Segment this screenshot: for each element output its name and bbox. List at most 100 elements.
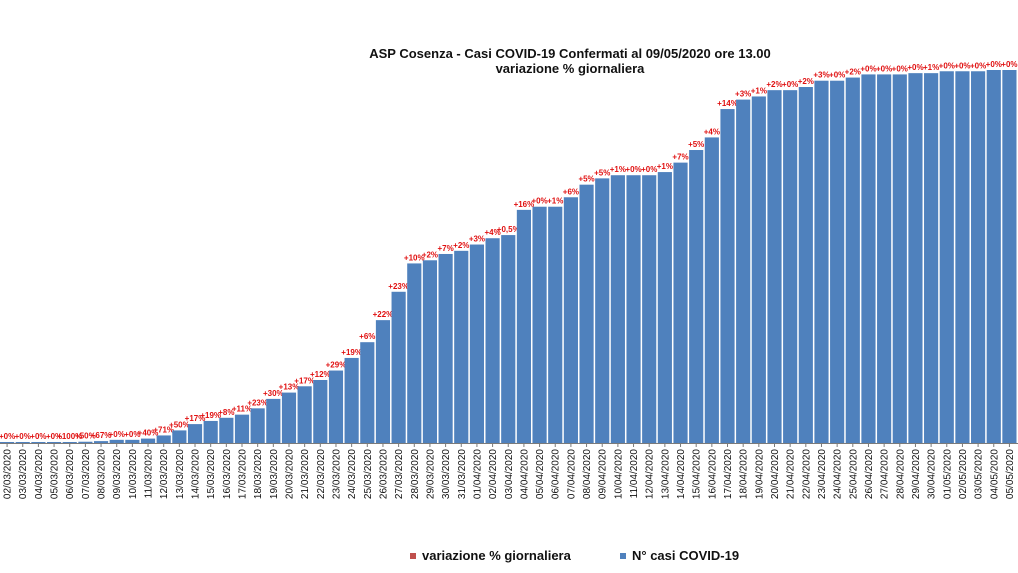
pct-label-03/05/2020: +0% [970, 61, 986, 70]
bar-18/04/2020 [736, 99, 751, 444]
x-tick-label-31/03/2020: 31/03/2020 [457, 449, 468, 499]
x-tick-label-06/04/2020: 06/04/2020 [551, 449, 562, 499]
bar-20/03/2020 [281, 392, 297, 443]
bar-16/04/2020 [704, 137, 719, 444]
bar-06/03/2020 [62, 442, 77, 443]
pct-label-27/04/2020: +0% [876, 64, 892, 73]
pct-label-22/04/2020: +2% [798, 77, 814, 86]
legend-swatch-cases [620, 552, 626, 559]
pct-label-05/05/2020: +0% [1001, 60, 1017, 69]
bar-29/04/2020 [908, 73, 923, 444]
pct-label-30/04/2020: +1% [923, 63, 939, 72]
pct-label-23/04/2020: +3% [813, 71, 829, 80]
x-tick-label-30/03/2020: 30/03/2020 [441, 449, 452, 499]
x-tick-label-21/03/2020: 21/03/2020 [300, 449, 311, 499]
pct-label-11/04/2020: +0% [625, 165, 641, 174]
x-tick-label-03/05/2020: 03/05/2020 [974, 449, 985, 499]
x-tick-label-02/03/2020: 02/03/2020 [3, 449, 14, 499]
bar-04/04/2020 [516, 209, 531, 444]
pct-label-16/04/2020: +4% [704, 127, 720, 136]
pct-label-18/04/2020: +3% [735, 90, 751, 99]
pct-label-24/04/2020: +0% [829, 71, 845, 80]
bar-02/05/2020 [955, 71, 970, 443]
pct-label-27/03/2020: +23% [388, 282, 409, 291]
x-tick-label-23/03/2020: 23/03/2020 [331, 449, 342, 499]
bar-06/04/2020 [548, 206, 563, 443]
x-tick-label-17/04/2020: 17/04/2020 [723, 449, 734, 499]
x-tick-label-15/03/2020: 15/03/2020 [206, 449, 217, 499]
x-tick-label-14/04/2020: 14/04/2020 [676, 449, 687, 499]
bar-02/03/2020 [0, 442, 15, 443]
bar-04/03/2020 [31, 442, 46, 443]
pct-label-13/03/2020: +50% [169, 420, 190, 429]
bar-07/04/2020 [563, 197, 578, 443]
x-tick-label-27/04/2020: 27/04/2020 [880, 449, 891, 499]
pct-label-18/03/2020: +23% [247, 398, 268, 407]
bar-24/04/2020 [830, 80, 845, 444]
pct-label-07/03/2020: +50% [75, 432, 96, 441]
bar-27/03/2020 [391, 291, 406, 443]
x-tick-label-05/05/2020: 05/05/2020 [1005, 449, 1016, 499]
x-tick-label-20/03/2020: 20/03/2020 [284, 449, 295, 499]
x-tick-label-27/03/2020: 27/03/2020 [394, 449, 405, 499]
x-tick-label-30/04/2020: 30/04/2020 [927, 449, 938, 499]
pct-label-17/03/2020: +11% [232, 405, 252, 414]
bar-15/04/2020 [689, 150, 704, 443]
bar-03/03/2020 [15, 442, 30, 443]
bar-28/03/2020 [407, 263, 422, 443]
pct-label-06/04/2020: +1% [547, 197, 563, 206]
bar-05/05/2020 [1002, 70, 1017, 443]
x-tick-label-08/04/2020: 08/04/2020 [582, 449, 593, 499]
pct-label-28/03/2020: +10% [404, 253, 425, 262]
pct-label-26/04/2020: +0% [860, 64, 876, 73]
bar-11/04/2020 [626, 175, 641, 443]
pct-label-10/03/2020: +0% [124, 430, 140, 439]
pct-label-04/04/2020: +16% [514, 200, 535, 209]
pct-label-01/05/2020: +0% [939, 61, 955, 70]
chart-title-block: ASP Cosenza - Casi COVID-19 Confermati a… [340, 46, 800, 76]
x-tick-label-28/04/2020: 28/04/2020 [895, 449, 906, 499]
x-tick-label-23/04/2020: 23/04/2020 [817, 449, 828, 499]
bar-04/05/2020 [986, 70, 1001, 443]
pct-label-11/03/2020: +40% [138, 429, 159, 438]
bar-30/03/2020 [438, 253, 453, 443]
bar-21/03/2020 [297, 386, 312, 443]
bar-17/04/2020 [720, 109, 735, 443]
x-tick-label-04/04/2020: 04/04/2020 [519, 449, 530, 499]
x-tick-label-18/03/2020: 18/03/2020 [253, 449, 264, 499]
legend-item-cases: N° casi COVID-19 [620, 548, 739, 563]
pct-label-31/03/2020: +2% [453, 241, 469, 250]
bar-14/03/2020 [187, 424, 203, 443]
pct-label-13/04/2020: +1% [657, 162, 673, 171]
x-tick-label-29/03/2020: 29/03/2020 [425, 449, 436, 499]
pct-label-03/04/2020: +0,5% [497, 225, 520, 234]
x-tick-label-06/03/2020: 06/03/2020 [65, 449, 76, 499]
bar-23/04/2020 [814, 80, 829, 444]
x-tick-label-22/03/2020: 22/03/2020 [316, 449, 327, 499]
x-tick-label-10/04/2020: 10/04/2020 [613, 449, 624, 499]
pct-label-02/04/2020: +4% [484, 228, 500, 237]
pct-label-29/03/2020: +2% [422, 250, 438, 259]
pct-label-12/03/2020: +71% [153, 425, 174, 434]
x-tick-label-08/03/2020: 08/03/2020 [97, 449, 108, 499]
pct-label-26/03/2020: +22% [373, 310, 394, 319]
x-tick-label-12/04/2020: 12/04/2020 [645, 449, 656, 499]
bar-12/04/2020 [642, 175, 657, 443]
x-tick-label-02/04/2020: 02/04/2020 [488, 449, 499, 499]
pct-label-14/04/2020: +7% [672, 153, 688, 162]
pct-label-08/03/2020: +67% [91, 431, 112, 440]
bar-27/04/2020 [877, 74, 892, 443]
legend-swatch-variation [410, 552, 416, 559]
pct-label-10/04/2020: +1% [610, 165, 626, 174]
bar-13/04/2020 [657, 172, 672, 443]
bar-19/03/2020 [266, 398, 281, 443]
bar-17/03/2020 [234, 414, 250, 443]
x-tick-label-03/04/2020: 03/04/2020 [504, 449, 515, 499]
x-tick-label-05/04/2020: 05/04/2020 [535, 449, 546, 499]
legend: variazione % giornaliera N° casi COVID-1… [0, 548, 1018, 566]
bar-22/04/2020 [798, 87, 813, 443]
bar-19/04/2020 [751, 96, 766, 444]
pct-label-21/03/2020: +17% [294, 376, 315, 385]
x-tick-label-13/03/2020: 13/03/2020 [175, 449, 186, 499]
